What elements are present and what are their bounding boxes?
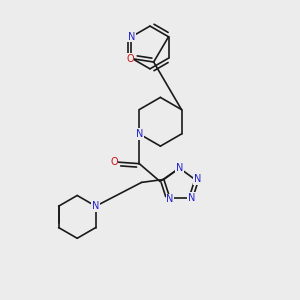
Text: N: N — [166, 194, 173, 204]
Text: N: N — [92, 201, 99, 211]
Text: N: N — [194, 174, 201, 184]
Text: O: O — [126, 54, 134, 64]
Text: N: N — [188, 193, 195, 203]
Text: N: N — [176, 163, 183, 173]
Text: N: N — [136, 129, 143, 139]
Text: O: O — [110, 157, 118, 167]
Text: N: N — [128, 32, 135, 42]
